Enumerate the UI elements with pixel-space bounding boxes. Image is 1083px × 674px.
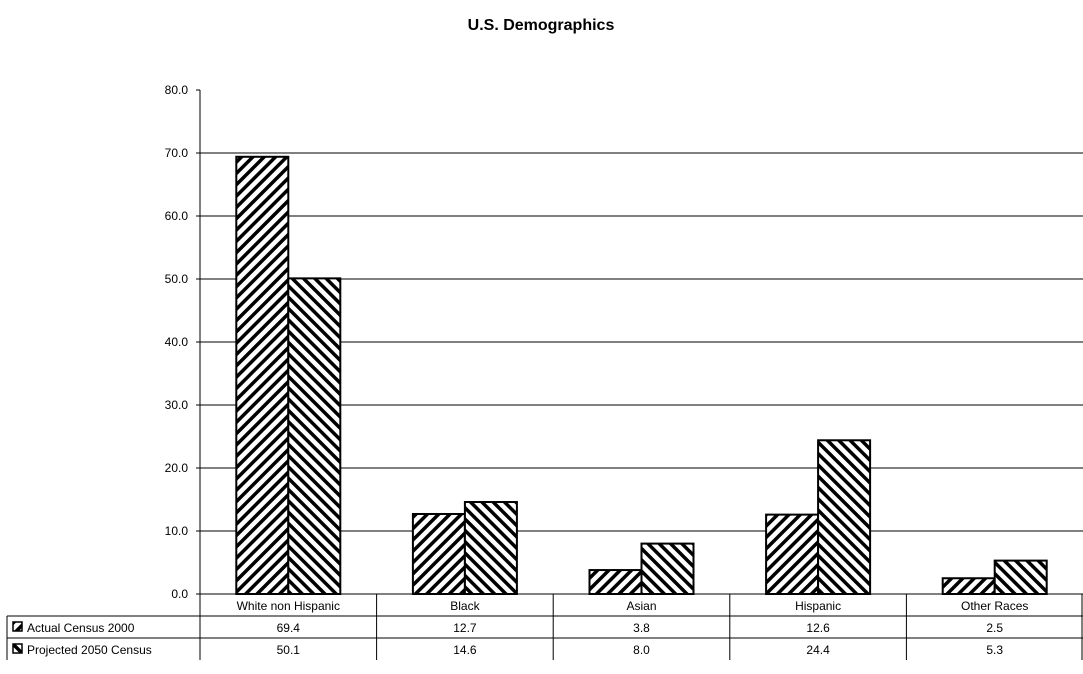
data-label: 8.0 bbox=[633, 643, 650, 657]
y-tick-label: 10.0 bbox=[165, 524, 189, 538]
y-tick-label: 40.0 bbox=[165, 335, 189, 349]
y-tick-label: 60.0 bbox=[165, 209, 189, 223]
data-label: 69.4 bbox=[277, 621, 301, 635]
category-label: Black bbox=[450, 599, 480, 613]
legend-swatch-projected-2050 bbox=[12, 643, 23, 654]
bar-actual-2000 bbox=[235, 155, 290, 595]
data-label: 5.3 bbox=[986, 643, 1003, 657]
bar-projected-2050 bbox=[287, 277, 342, 595]
data-table: White non Hispanic Black Asian Hispanic Othe… bbox=[6, 594, 1083, 660]
data-label: 12.6 bbox=[806, 621, 830, 635]
y-tick-label: 50.0 bbox=[165, 272, 189, 286]
bar-projected-2050 bbox=[640, 542, 695, 595]
category-label: White non Hispanic bbox=[237, 599, 340, 613]
y-tick-label: 30.0 bbox=[165, 398, 189, 412]
bar-actual-2000 bbox=[411, 512, 466, 595]
legend-swatch-actual-2000 bbox=[12, 621, 23, 632]
bar-actual-2000 bbox=[588, 569, 643, 595]
y-tick-label: 20.0 bbox=[165, 461, 189, 475]
y-axis-ticks: 0.0 10.0 20.0 30.0 40.0 50.0 60.0 70.0 80.0 bbox=[165, 83, 200, 601]
gridlines bbox=[200, 152, 1083, 532]
category-label: Asian bbox=[626, 599, 656, 613]
bars bbox=[235, 155, 1048, 595]
bar-actual-2000 bbox=[765, 513, 820, 595]
chart-title: U.S. Demographics bbox=[468, 17, 615, 34]
series-label: Projected 2050 Census bbox=[27, 643, 152, 657]
bar-actual-2000 bbox=[941, 577, 996, 595]
y-tick-label: 0.0 bbox=[171, 587, 188, 601]
category-label: Hispanic bbox=[795, 599, 841, 613]
y-tick-label: 70.0 bbox=[165, 146, 189, 160]
y-tick-label: 80.0 bbox=[165, 83, 189, 97]
bar-projected-2050 bbox=[817, 439, 872, 595]
data-label: 24.4 bbox=[806, 643, 830, 657]
data-label: 12.7 bbox=[453, 621, 477, 635]
series-label: Actual Census 2000 bbox=[27, 621, 135, 635]
data-label: 2.5 bbox=[986, 621, 1003, 635]
category-label: Other Races bbox=[961, 599, 1028, 613]
bar-projected-2050 bbox=[993, 559, 1048, 595]
data-label: 50.1 bbox=[277, 643, 301, 657]
bar-projected-2050 bbox=[463, 501, 518, 595]
data-label: 14.6 bbox=[453, 643, 477, 657]
data-label: 3.8 bbox=[633, 621, 650, 635]
axes bbox=[199, 90, 1083, 595]
